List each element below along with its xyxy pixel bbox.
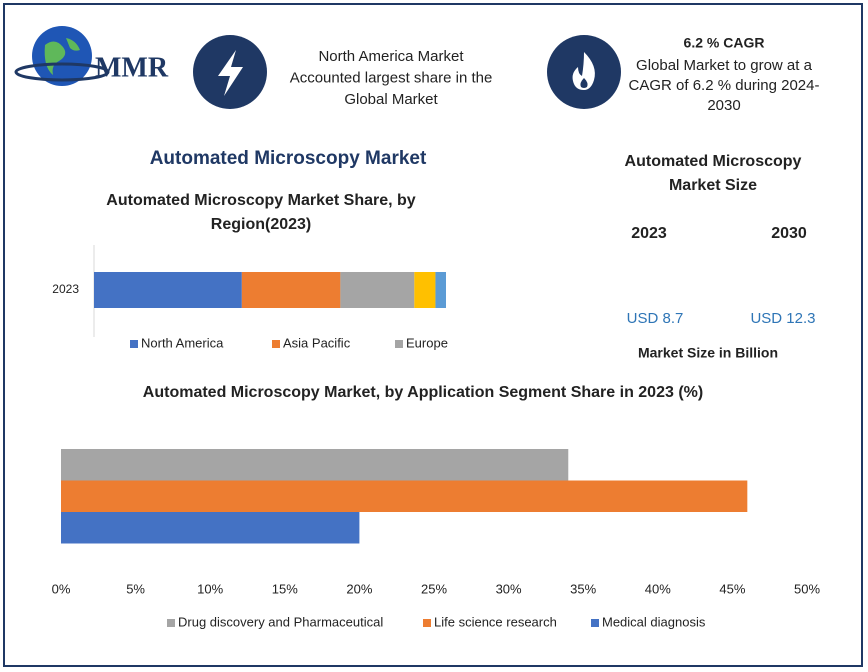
bar bbox=[61, 480, 748, 512]
logo-text: MMR bbox=[95, 52, 169, 83]
market-size-note: Market Size in Billion bbox=[638, 345, 778, 361]
market-size-value: USD 12.3 bbox=[750, 310, 815, 327]
market-size-value: USD 8.7 bbox=[627, 310, 684, 327]
legend-swatch bbox=[591, 619, 599, 627]
legend-swatch bbox=[130, 340, 138, 348]
legend-swatch bbox=[167, 619, 175, 627]
market-size-title: Automated Microscopy bbox=[625, 153, 802, 170]
cagr-line: 2030 bbox=[707, 97, 740, 114]
x-tick-label: 25% bbox=[421, 581, 447, 596]
bar-segment bbox=[414, 272, 436, 308]
cagr-line: CAGR of 6.2 % during 2024- bbox=[629, 77, 820, 94]
chart-title: Region(2023) bbox=[211, 216, 311, 233]
legend-swatch bbox=[395, 340, 403, 348]
flame-inner bbox=[580, 78, 588, 88]
legend-label: Drug discovery and Pharmaceutical bbox=[178, 614, 383, 629]
frame bbox=[3, 3, 863, 667]
cagr-line: Global Market to grow at a bbox=[636, 57, 813, 74]
legend-label: Asia Pacific bbox=[283, 335, 351, 350]
highlight-line: North America Market bbox=[318, 48, 464, 65]
x-tick-label: 50% bbox=[794, 581, 820, 596]
flame-icon bbox=[572, 52, 595, 90]
legend-swatch bbox=[423, 619, 431, 627]
legend-label: Medical diagnosis bbox=[602, 614, 706, 629]
bar-segment bbox=[340, 272, 415, 308]
legend-swatch bbox=[272, 340, 280, 348]
x-tick-label: 0% bbox=[52, 581, 71, 596]
x-tick-label: 30% bbox=[496, 581, 522, 596]
legend-label: Life science research bbox=[434, 614, 557, 629]
bar-segment bbox=[435, 272, 446, 308]
x-tick-label: 20% bbox=[346, 581, 372, 596]
main-title: Automated Microscopy Market bbox=[150, 148, 427, 169]
market-size-title: Market Size bbox=[669, 177, 757, 194]
x-tick-label: 45% bbox=[719, 581, 745, 596]
cagr-title: 6.2 % CAGR bbox=[684, 35, 765, 51]
chart-title: Automated Microscopy Market, by Applicat… bbox=[143, 384, 703, 401]
bolt-icon bbox=[218, 50, 243, 96]
x-tick-label: 5% bbox=[126, 581, 145, 596]
legend-label: Europe bbox=[406, 335, 448, 350]
chart-title: Automated Microscopy Market Share, by bbox=[106, 192, 416, 209]
highlight-line: Global Market bbox=[344, 91, 438, 108]
legend-label: North America bbox=[141, 335, 224, 350]
year-label: 2023 bbox=[631, 225, 667, 242]
x-tick-label: 35% bbox=[570, 581, 596, 596]
logo: MMR bbox=[14, 26, 169, 86]
bar bbox=[61, 512, 360, 544]
bar bbox=[61, 449, 569, 481]
x-tick-label: 10% bbox=[197, 581, 223, 596]
bar-segment bbox=[241, 272, 341, 308]
highlight-line: Accounted largest share in the bbox=[290, 69, 493, 86]
year-label: 2030 bbox=[771, 225, 807, 242]
x-tick-label: 15% bbox=[272, 581, 298, 596]
y-tick-label: 2023 bbox=[52, 282, 79, 296]
bar-segment bbox=[94, 272, 242, 308]
x-tick-label: 40% bbox=[645, 581, 671, 596]
